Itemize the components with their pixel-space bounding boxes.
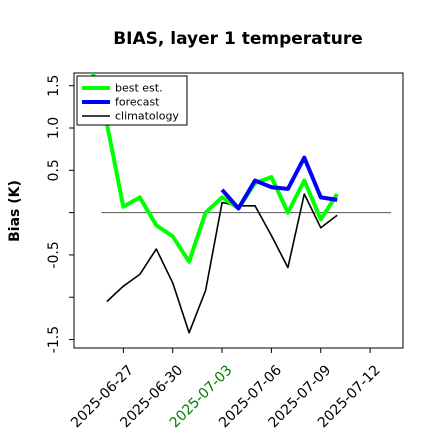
y-tick-label: -0.5 [46,241,62,268]
series-line-forecast [220,155,338,211]
x-ticks: 2025-06-272025-06-302025-07-032025-07-06… [68,348,384,431]
y-axis-label: Bias (K) [7,180,23,242]
series-line-climatology [106,193,338,334]
y-tick-label: 0.5 [46,159,62,181]
legend-label: forecast [115,96,160,109]
series-layer [90,73,391,334]
y-tick-label: -1.5 [46,326,62,353]
plot-frame [73,72,404,349]
chart-title: BIAS, layer 1 temperature [113,29,363,49]
legend-label: climatology [115,110,179,123]
y-tick-label: 1.0 [46,117,62,139]
series-line-best-est [90,73,339,264]
y-tick-label: 1.5 [46,75,62,97]
y-ticks: -1.5 -0.5 0.5 1.0 1.5 [46,75,74,353]
legend-label: best est. [115,82,163,95]
